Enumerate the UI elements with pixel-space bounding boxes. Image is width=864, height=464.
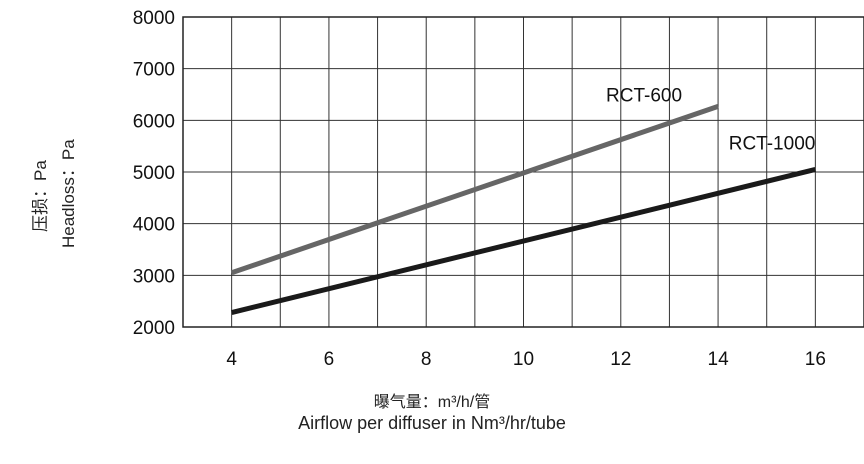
x-tick-label: 6 [324, 349, 335, 370]
y-tick-label: 3000 [133, 266, 175, 287]
series-line-rct-600 [230, 104, 719, 276]
x-tick-label: 10 [513, 349, 534, 370]
x-tick-label: 8 [421, 349, 432, 370]
x-tick-label: 12 [610, 349, 631, 370]
series-label-rct-600: RCT-600 [606, 85, 682, 106]
y-tick-label: 2000 [133, 318, 175, 339]
y-axis-label: 压损：Pa Headloss：Pa [22, 0, 78, 300]
y-axis-label-cn: 压损：Pa [31, 160, 50, 232]
plot-frame [182, 16, 864, 328]
y-axis-label-en: Headloss：Pa [59, 139, 78, 248]
x-axis-label-en: Airflow per diffuser in Nm³/hr/tube [298, 413, 566, 433]
y-tick-label: 6000 [133, 111, 175, 132]
x-tick-label: 14 [708, 349, 730, 370]
x-axis-label-cn: 曝气量：m³/h/管 [373, 394, 491, 411]
series-label-rct-1000: RCT-1000 [729, 133, 816, 154]
y-tick-label: 8000 [133, 8, 175, 29]
series-line-rct-1000 [231, 166, 816, 315]
x-tick-label: 16 [805, 349, 826, 370]
x-tick-label: 4 [226, 349, 237, 370]
y-tick-label: 4000 [133, 215, 175, 236]
y-tick-label: 7000 [133, 60, 175, 81]
y-tick-label: 5000 [133, 163, 175, 184]
